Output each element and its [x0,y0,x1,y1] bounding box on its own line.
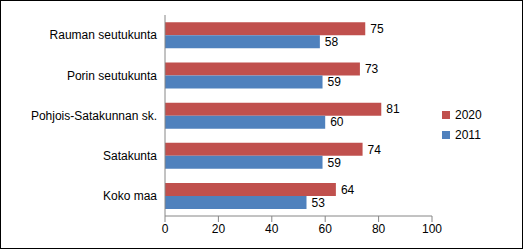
svg-text:100: 100 [422,222,442,236]
svg-text:0: 0 [162,222,169,236]
svg-text:60: 60 [330,115,344,129]
svg-text:Satakunta: Satakunta [103,149,157,163]
svg-text:40: 40 [265,222,279,236]
svg-text:73: 73 [365,62,379,76]
svg-text:80: 80 [372,222,386,236]
svg-text:59: 59 [328,156,342,170]
html-text:2020: 2020 [455,107,482,122]
svg-text:58: 58 [325,35,339,49]
svg-text:Pohjois-Satakunnan sk.: Pohjois-Satakunnan sk. [31,109,157,123]
svg-text:53: 53 [312,196,326,210]
svg-text:74: 74 [368,143,382,157]
svg-text:Rauman seutukunta: Rauman seutukunta [50,28,158,42]
svg-text:81: 81 [386,102,400,116]
svg-text:20: 20 [212,222,226,236]
svg-text:Koko maa: Koko maa [103,189,157,203]
html-text:2011: 2011 [455,127,481,142]
svg-text:60: 60 [319,222,333,236]
svg-text:Porin seutukunta: Porin seutukunta [67,69,157,83]
svg-text:59: 59 [328,75,342,89]
svg-text:64: 64 [341,183,355,197]
svg-text:75: 75 [370,22,384,36]
